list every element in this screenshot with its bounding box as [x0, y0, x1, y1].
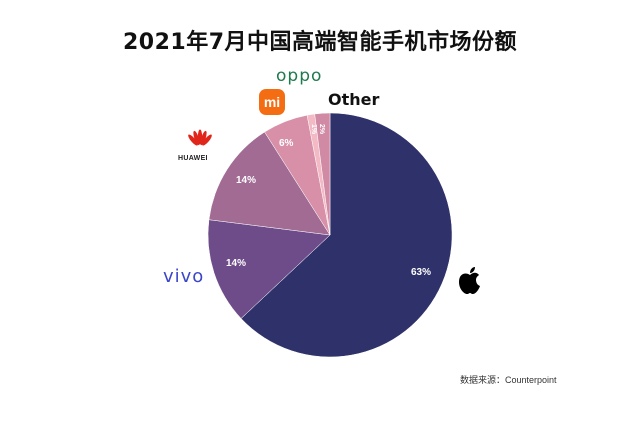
source-note: 数据来源：Counterpoint — [460, 375, 557, 385]
xiaomi-logo-icon: mi — [259, 89, 285, 115]
slice-apple — [240, 112, 453, 358]
label-oppo: 1% — [310, 124, 317, 135]
other-label: Other — [328, 90, 380, 109]
huawei-logo-text: HUAWEI — [178, 155, 208, 162]
chart-title: 2021年7月中国高端智能手机市场份额 — [122, 30, 518, 55]
slice-huawei — [208, 131, 331, 236]
label-xiaomi: 6% — [279, 138, 294, 149]
vivo-logo: vivo — [163, 266, 205, 287]
label-vivo: 14% — [226, 258, 246, 269]
huawei-logo-icon — [188, 129, 212, 146]
label-other: 2% — [318, 124, 325, 135]
label-huawei: 14% — [236, 175, 256, 186]
apple-logo-icon — [459, 267, 480, 294]
label-apple: 63% — [411, 267, 431, 278]
slice-other — [314, 112, 331, 236]
slice-vivo — [207, 219, 331, 319]
oppo-logo: oppo — [276, 66, 323, 86]
